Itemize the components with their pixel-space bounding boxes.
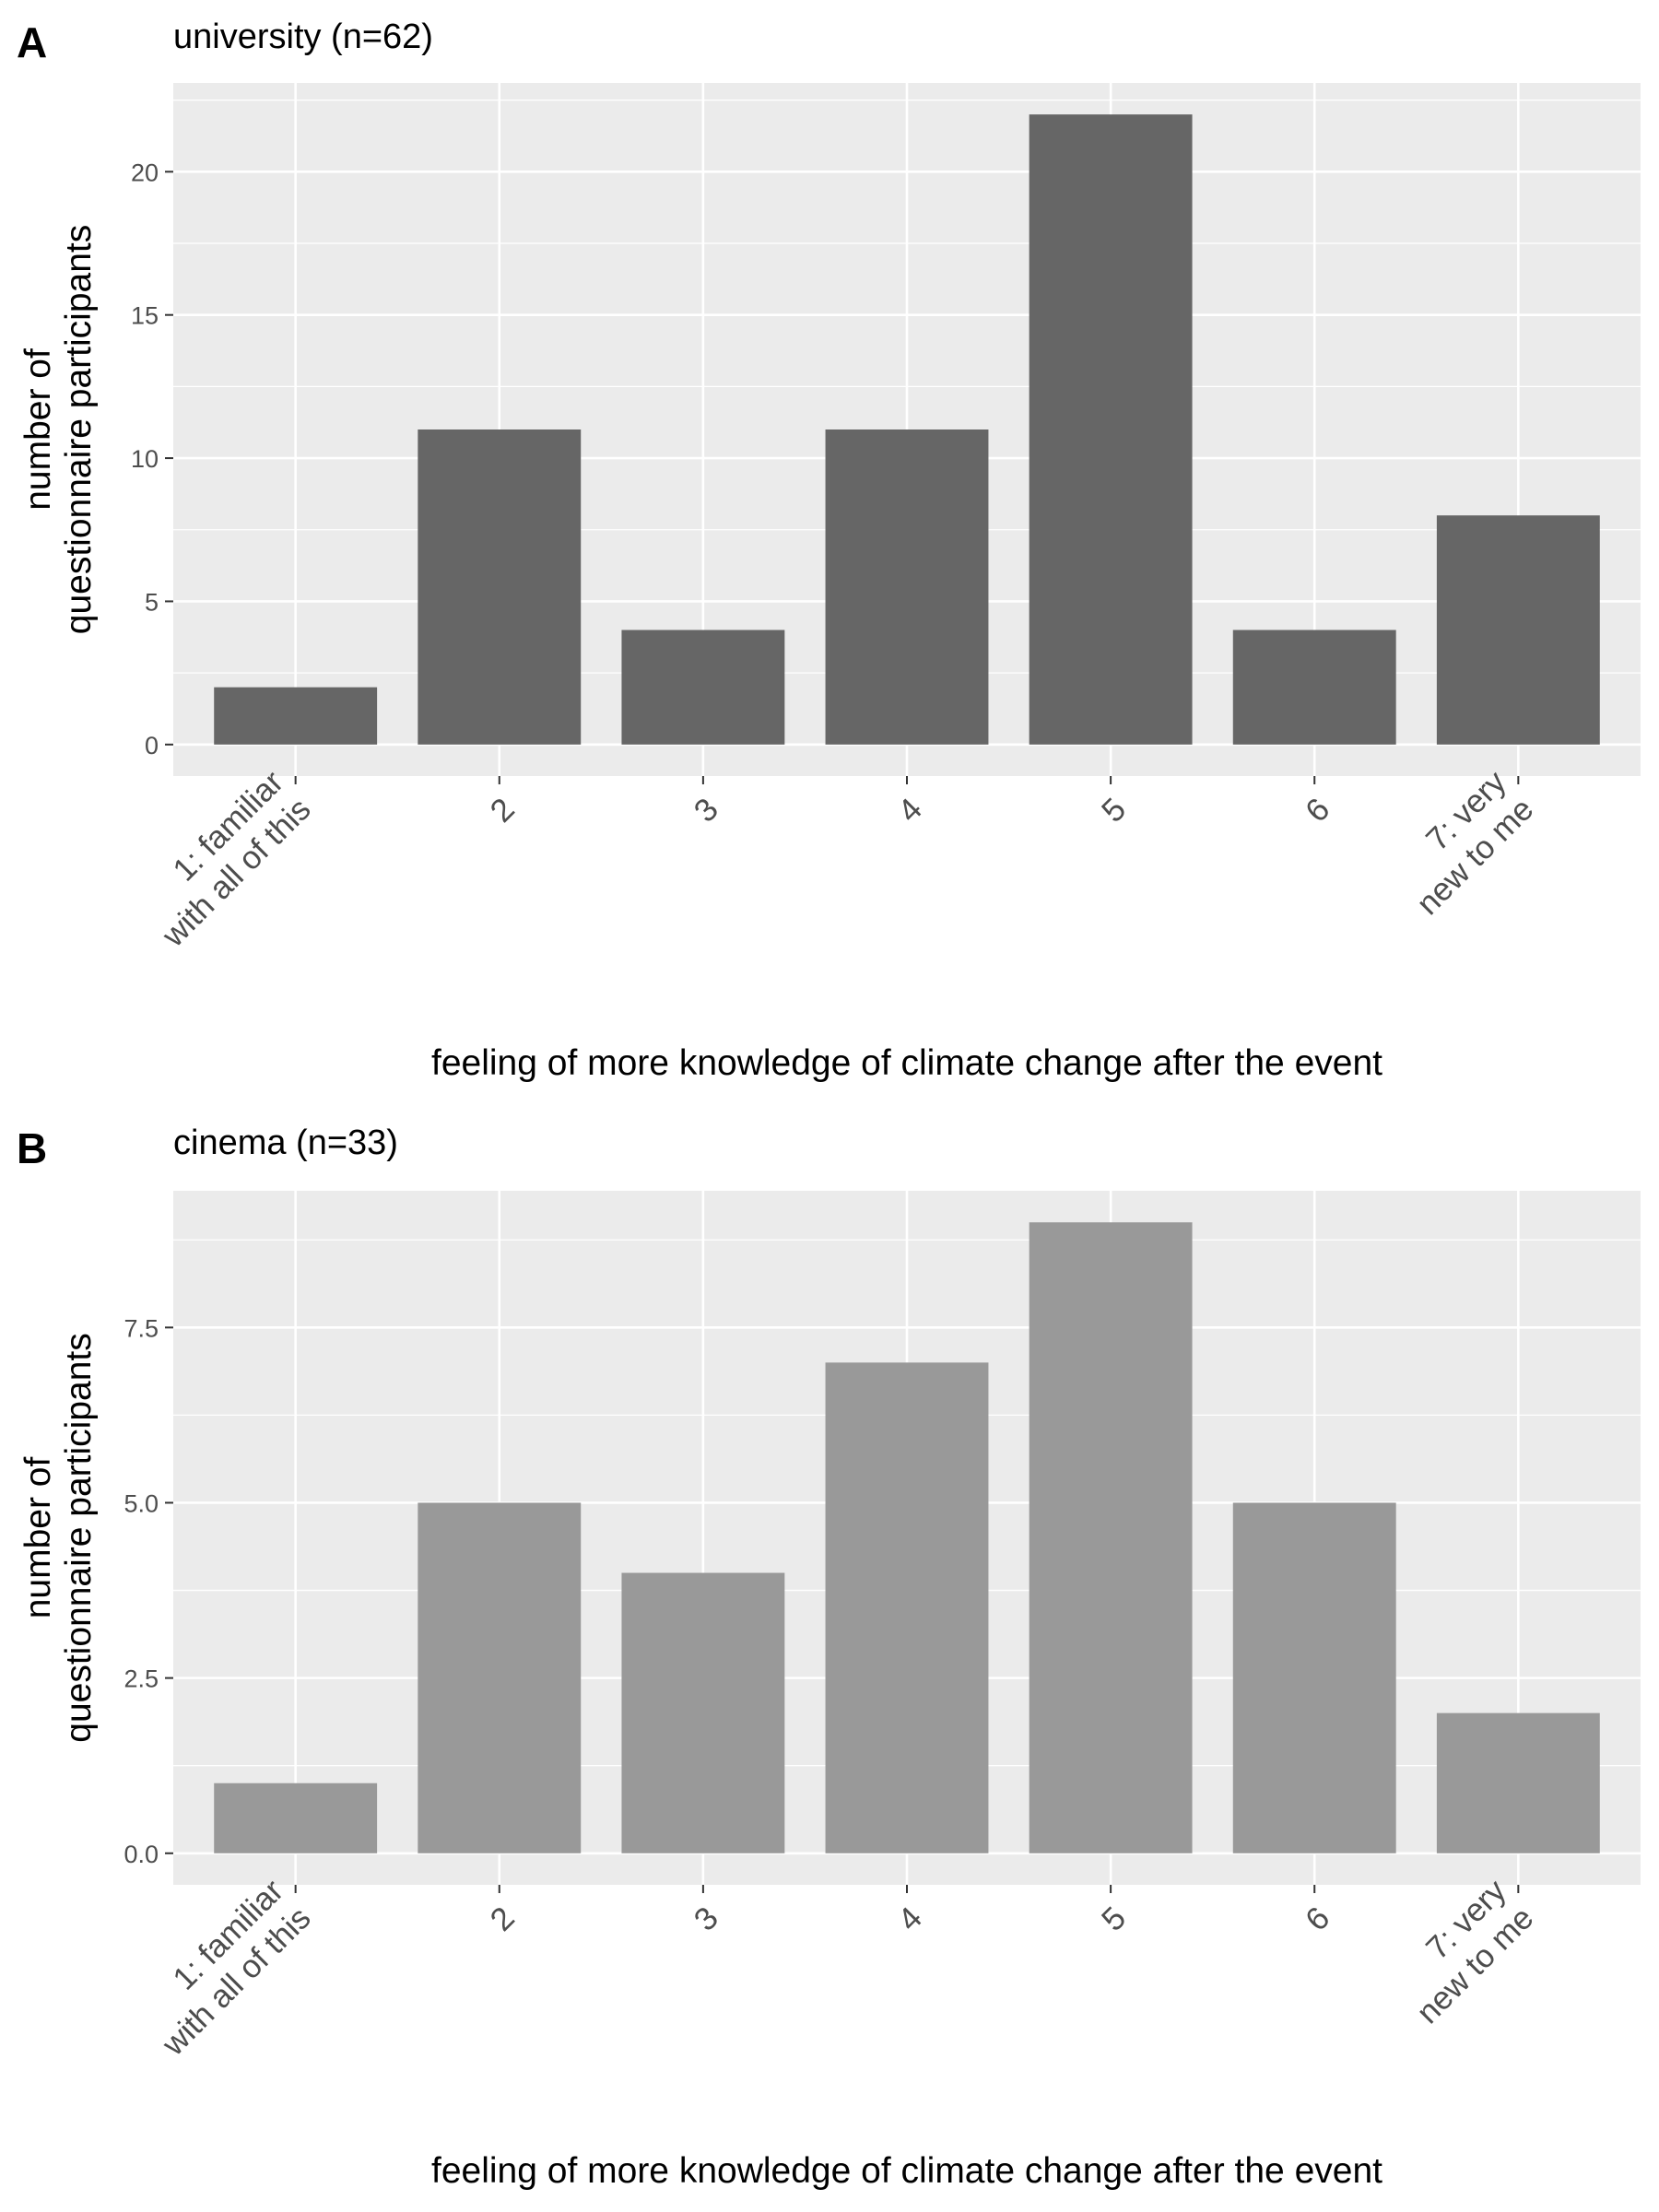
panel-title: university (n=62) (173, 18, 433, 56)
y-tick-label: 5 (145, 588, 159, 616)
bar-1 (214, 687, 378, 745)
y-tick-label: 15 (131, 302, 159, 330)
bar-3 (621, 1572, 785, 1853)
panel-title: cinema (n=33) (173, 1124, 398, 1162)
panel-a: 0 5 10 15 20 1: familiarwith all of this 2 3 4 5 6… (17, 18, 1641, 1083)
y-tick-label: 0 (145, 732, 159, 759)
y-tick-label: 20 (131, 159, 159, 186)
bar-3 (621, 629, 785, 745)
x-tick-label: 2 (483, 791, 521, 829)
bar-5 (1029, 1222, 1193, 1853)
y-tick-label: 0.0 (124, 1841, 159, 1868)
x-tick-label: 5 (1095, 1900, 1133, 1937)
bar-6 (1232, 629, 1396, 745)
x-tick-label: 3 (688, 791, 725, 829)
y-tick-label: 5.0 (124, 1489, 159, 1517)
x-tick-label: 1: familiarwith all of this (127, 1873, 318, 2064)
bar-6 (1232, 1502, 1396, 1853)
panel-tag: A (17, 18, 47, 66)
x-tick-label: 5 (1095, 791, 1133, 829)
x-tick-label: 2 (483, 1900, 521, 1937)
bar-1 (214, 1783, 378, 1853)
x-tick-label: 4 (891, 791, 929, 829)
x-axis-title: feeling of more knowledge of climate cha… (431, 1043, 1382, 1083)
bar-4 (825, 1362, 989, 1853)
panel-tag: B (17, 1124, 47, 1172)
bar-4 (825, 429, 989, 745)
y-axis-title: number ofquestionnaire participants (18, 225, 99, 634)
bar-5 (1029, 114, 1193, 745)
x-tick-label: 7: verynew to me (1382, 1872, 1541, 2030)
x-tick-label: 7: verynew to me (1382, 763, 1541, 922)
bar-7 (1436, 1712, 1600, 1853)
y-tick-label: 2.5 (124, 1665, 159, 1693)
panel-b: 0.0 2.5 5.0 7.5 1: familiarwith all of this 2… (17, 1124, 1641, 2191)
y-tick-label: 7.5 (124, 1314, 159, 1342)
x-tick-label: 1: familiarwith all of this (127, 764, 318, 955)
bar-7 (1436, 515, 1600, 745)
x-tick-label: 4 (891, 1900, 929, 1937)
bar-2 (418, 429, 582, 745)
x-tick-label: 6 (1299, 791, 1336, 829)
x-axis-title: feeling of more knowledge of climate cha… (431, 2151, 1382, 2191)
y-axis-title: number ofquestionnaire participants (18, 1333, 99, 1742)
y-tick-label: 10 (131, 445, 159, 473)
x-tick-label: 6 (1299, 1900, 1336, 1937)
x-tick-label: 3 (688, 1900, 725, 1937)
bar-2 (418, 1502, 582, 1853)
